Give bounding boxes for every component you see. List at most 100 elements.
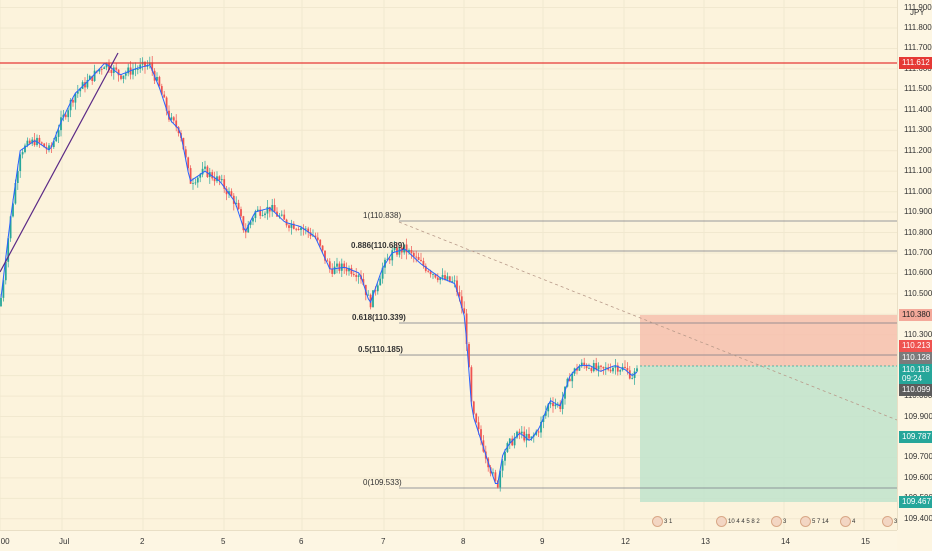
- candle-body: [592, 363, 595, 372]
- economic-event[interactable]: 3: [771, 516, 786, 527]
- candle-body: [60, 117, 62, 131]
- candle-body: [170, 117, 173, 120]
- candle-body: [597, 365, 600, 370]
- candle-body: [561, 398, 564, 410]
- candle-body: [314, 235, 317, 238]
- candle-body: [84, 82, 86, 88]
- candle-body: [350, 267, 353, 275]
- economic-event[interactable]: 5 7 14: [800, 516, 829, 527]
- candle-body: [432, 274, 434, 275]
- stop-loss-zone: [640, 315, 897, 366]
- price-tick: 111.300: [904, 125, 932, 135]
- price-tick: 110.700: [904, 247, 932, 257]
- candle-body: [564, 386, 566, 399]
- candle-body: [547, 404, 550, 412]
- take-profit-zone: [640, 366, 897, 502]
- candle-body: [436, 277, 439, 281]
- event-count: 3: [783, 519, 787, 526]
- candle-body: [52, 141, 55, 148]
- trend-line: [0, 52, 119, 273]
- time-tick: 2: [140, 537, 145, 546]
- candle-body: [477, 422, 480, 430]
- candle-body: [247, 224, 250, 233]
- price-tick: 109.400: [904, 513, 932, 523]
- candle-body: [374, 290, 377, 292]
- candle-body: [105, 62, 108, 68]
- candle-body: [201, 168, 204, 175]
- candle-body: [391, 250, 394, 261]
- candle-body: [254, 211, 257, 219]
- price-chart[interactable]: [0, 0, 897, 530]
- candle-body: [468, 344, 470, 368]
- economic-event[interactable]: 3 1: [652, 516, 672, 527]
- time-axis[interactable]: 6:00 Jul 2 5 6 7 8 9 12 13 14 15: [0, 530, 897, 551]
- candle-body: [544, 411, 547, 416]
- candle-body: [609, 369, 612, 372]
- candle-body: [172, 117, 175, 121]
- candle-body: [256, 209, 259, 212]
- candle-body: [405, 244, 408, 253]
- candle-body: [393, 247, 396, 251]
- price-tick: 109.900: [904, 411, 932, 421]
- candle-body: [528, 433, 530, 439]
- candle-body: [595, 363, 598, 370]
- candle-body: [76, 91, 79, 94]
- mid-price-label: 110.128: [899, 352, 932, 364]
- candle-body: [444, 275, 446, 280]
- candle-body: [273, 205, 276, 212]
- price-axis[interactable]: JPY 111.900111.800111.700111.600111.5001…: [897, 0, 932, 530]
- time-tick: 8: [461, 537, 466, 546]
- candle-body: [189, 168, 192, 184]
- candle-body: [249, 221, 252, 225]
- candle-body: [460, 296, 463, 309]
- candle-body: [381, 267, 384, 279]
- candle-body: [585, 364, 588, 369]
- candle-body: [530, 436, 533, 439]
- candle-body: [636, 368, 638, 372]
- target-line-label: 109.787: [899, 431, 932, 443]
- candle-body: [163, 94, 166, 98]
- candle-body: [55, 136, 58, 142]
- candle-body: [151, 62, 154, 71]
- candle-body: [309, 232, 312, 237]
- candle-body: [525, 433, 528, 441]
- candle-body: [441, 275, 444, 278]
- candle-body: [417, 256, 420, 260]
- candle-body: [283, 214, 286, 220]
- price-tick: 111.800: [904, 23, 932, 32]
- economic-event[interactable]: 4: [840, 516, 855, 527]
- flag-icon: [882, 516, 893, 527]
- candle-body: [472, 401, 475, 414]
- candle-body: [12, 203, 14, 217]
- candle-body: [348, 267, 350, 272]
- candle-body: [9, 216, 12, 239]
- event-count: 10 4 4 5 8 2: [728, 519, 760, 526]
- candle-body: [2, 280, 5, 298]
- candle-body: [103, 67, 106, 70]
- candle-body: [134, 69, 137, 71]
- candle-body: [26, 140, 29, 146]
- candle-body: [278, 215, 281, 217]
- candle-body: [451, 281, 454, 282]
- candle-body: [266, 206, 269, 214]
- candle-body: [321, 245, 324, 251]
- candle-body: [578, 366, 581, 371]
- candle-body: [480, 429, 482, 441]
- candle-body: [40, 142, 43, 144]
- economic-event[interactable]: 37: [882, 516, 897, 527]
- fib-level-label: 0.886(110.689): [351, 241, 405, 250]
- price-tick: 110.900: [904, 207, 932, 217]
- candle-body: [434, 274, 437, 278]
- candle-body: [33, 139, 36, 146]
- candle-body: [386, 258, 389, 260]
- time-tick: Jul: [59, 537, 70, 546]
- economic-event[interactable]: 10 4 4 5 8 2: [716, 516, 760, 527]
- candle-body: [614, 365, 617, 368]
- candle-body: [290, 223, 293, 228]
- candle-body: [398, 247, 401, 255]
- candle-body: [21, 152, 24, 155]
- chart-area[interactable]: 1(110.838) 0.886(110.689) 0.618(110.339) 0.…: [0, 0, 897, 530]
- candle-body: [218, 176, 221, 181]
- candle-body: [388, 258, 391, 261]
- candle-body: [220, 179, 223, 181]
